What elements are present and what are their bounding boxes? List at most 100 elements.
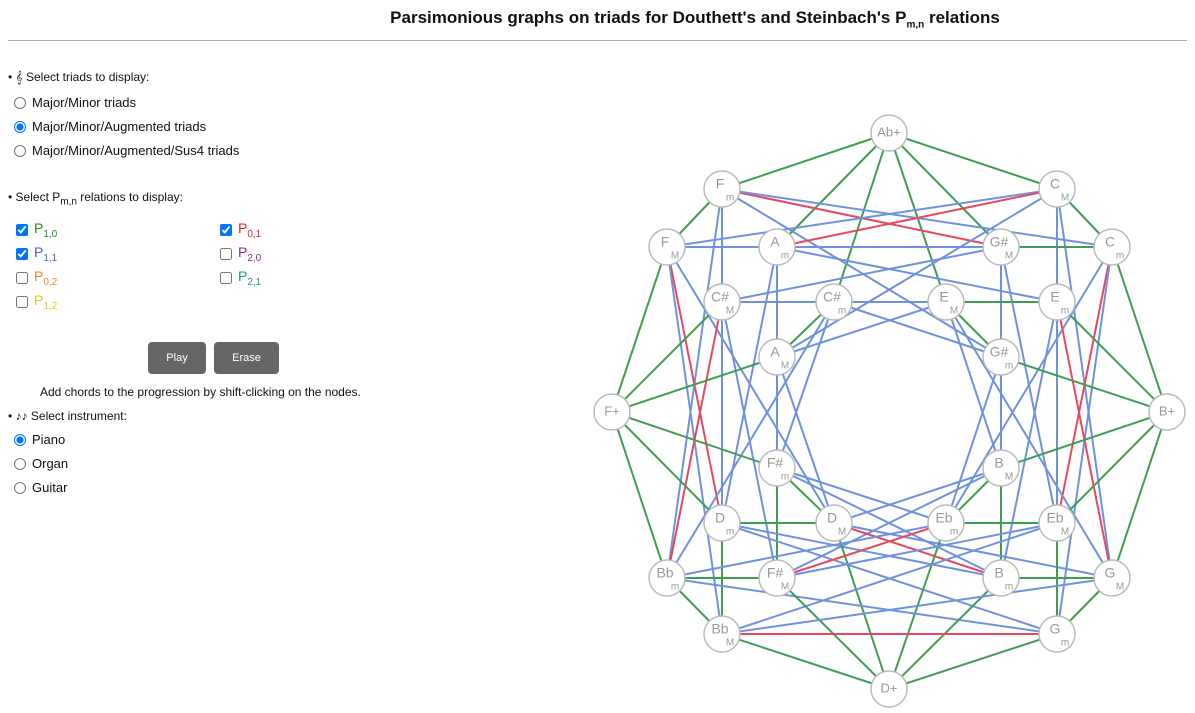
instrument-label: • ♪♪ Select instrument: — [8, 409, 127, 423]
node — [648, 228, 686, 266]
radio[interactable] — [14, 120, 26, 133]
radio-label: Major/Minor triads — [32, 95, 137, 110]
node — [758, 449, 796, 487]
edge — [611, 301, 723, 413]
edge — [945, 301, 1002, 469]
node — [703, 615, 741, 653]
node — [1038, 283, 1076, 321]
radio-row: Organ — [14, 456, 68, 471]
node-sub: m — [671, 582, 679, 593]
play-button[interactable]: Play — [148, 342, 206, 374]
node — [703, 504, 741, 542]
node — [982, 338, 1020, 376]
node-label: C — [1050, 176, 1060, 192]
node-label: F — [661, 234, 670, 250]
checkbox[interactable] — [220, 247, 232, 260]
node — [815, 504, 853, 542]
node — [870, 670, 908, 708]
node-label: Eb — [1046, 510, 1063, 526]
checkbox-label: P1,0 — [34, 220, 57, 240]
node — [927, 283, 965, 321]
node-sub: M — [1061, 193, 1069, 204]
triads-label: • 𝄞 Select triads to display: — [8, 70, 150, 84]
radio[interactable] — [14, 144, 26, 157]
checkbox-row: P0,2 — [16, 268, 57, 288]
title-sub: m,n — [906, 19, 925, 31]
edge — [776, 467, 947, 524]
node-label: D — [827, 510, 837, 526]
node-label: Bb — [711, 621, 728, 637]
node-sub: M — [1116, 582, 1124, 593]
node-label: F — [716, 176, 725, 192]
title: Parsimonious graphs on triads for Douthe… — [0, 8, 1195, 30]
node — [815, 283, 853, 321]
node-label: F# — [767, 565, 784, 581]
node — [927, 504, 965, 542]
node-sub: m — [781, 251, 789, 262]
node-label: F+ — [604, 403, 620, 418]
checkbox[interactable] — [16, 247, 28, 260]
node — [1038, 615, 1076, 653]
edge — [611, 246, 668, 413]
erase-button[interactable]: Erase — [214, 342, 279, 374]
radio-label: Major/Minor/Augmented/Sus4 triads — [32, 143, 240, 158]
radio-row: Major/Minor triads — [14, 95, 136, 110]
radio[interactable] — [14, 96, 26, 109]
node-sub: M — [726, 638, 734, 649]
edge — [776, 132, 890, 248]
edge — [666, 577, 1058, 635]
checkbox-row: P0,1 — [220, 220, 261, 240]
node-label: B — [994, 565, 1003, 581]
edge — [721, 633, 890, 690]
node-sub: m — [1005, 582, 1013, 593]
radio[interactable] — [14, 457, 26, 470]
rel-sub: 0,2 — [43, 276, 58, 288]
node-label: Bb — [656, 565, 673, 581]
node-label: A — [770, 344, 780, 360]
title-text: Parsimonious graphs on triads for Douthe… — [390, 8, 907, 27]
rel-name: P — [34, 292, 44, 308]
edge — [611, 411, 723, 524]
node — [758, 338, 796, 376]
edge — [1000, 356, 1168, 413]
node-sub: m — [950, 527, 958, 538]
rel-sub: 1,0 — [43, 228, 58, 240]
checkbox[interactable] — [220, 223, 232, 236]
node — [758, 228, 796, 266]
edge — [721, 577, 1113, 635]
node-sub: m — [781, 472, 789, 483]
radio[interactable] — [14, 433, 26, 446]
rel-name: P — [34, 244, 44, 260]
rel-sub: 1,1 — [43, 252, 58, 264]
edge — [721, 522, 1058, 635]
edge — [945, 356, 1002, 524]
node-sub: M — [781, 361, 789, 372]
edge — [666, 188, 1058, 248]
checkbox[interactable] — [16, 295, 28, 308]
node — [1038, 504, 1076, 542]
node — [1093, 228, 1131, 266]
node — [982, 228, 1020, 266]
checkbox[interactable] — [220, 271, 232, 284]
edge — [611, 356, 778, 413]
hint: Add chords to the progression by shift-c… — [40, 385, 361, 399]
rel-sub: 1,2 — [43, 300, 58, 312]
radio[interactable] — [14, 481, 26, 494]
node-label: B+ — [1159, 403, 1175, 418]
node-sub: m — [726, 527, 734, 538]
rel-name: P — [238, 244, 248, 260]
node-sub: M — [671, 251, 679, 262]
checkbox-label: P1,1 — [34, 244, 57, 264]
rel-name: P — [238, 220, 248, 236]
label-sub: m,n — [60, 196, 77, 208]
edge — [721, 246, 1002, 303]
node-label: D+ — [881, 680, 898, 695]
edge — [776, 356, 835, 524]
node-label: C# — [711, 289, 729, 305]
node-label: Ab+ — [877, 124, 901, 139]
checkbox[interactable] — [16, 271, 28, 284]
node-sub: m — [1005, 361, 1013, 372]
node-sub: M — [838, 527, 846, 538]
edge — [776, 522, 1058, 579]
checkbox[interactable] — [16, 223, 28, 236]
